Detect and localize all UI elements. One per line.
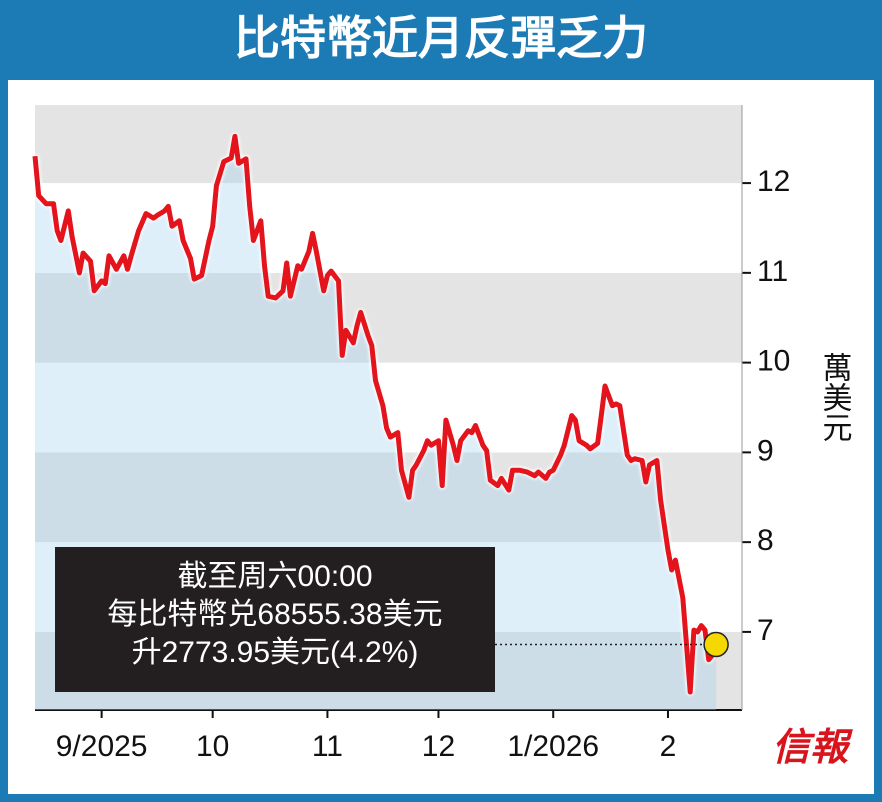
y-axis-label: 萬美元 <box>818 352 852 442</box>
grid-band <box>35 452 742 543</box>
grid-band <box>35 183 742 273</box>
x-tick-label: 11 <box>312 730 343 763</box>
chart-title: 比特幣近月反彈乏力 <box>234 12 648 64</box>
annotation-box <box>55 547 495 692</box>
annotation-text: 每比特幣兑68555.38美元 <box>107 598 442 631</box>
grid-band <box>35 272 742 363</box>
price-line <box>32 133 719 695</box>
last-point-marker <box>703 631 729 658</box>
title-bar <box>0 0 882 80</box>
y-tick-label: 10 <box>757 345 790 378</box>
annotation-text: 截至周六00:00 <box>177 560 372 593</box>
y-tick-label: 12 <box>757 165 790 198</box>
y-tick-label: 7 <box>757 614 774 647</box>
y-tick-label: 11 <box>757 255 788 288</box>
grid-band <box>35 105 742 184</box>
x-tick-label: 2 <box>660 730 677 763</box>
source-logo: 信報 <box>772 727 853 769</box>
x-tick-label: 1/2026 <box>507 730 599 763</box>
x-tick-label: 12 <box>422 730 455 763</box>
annotation-text: 升2773.95美元(4.2%) <box>132 636 419 669</box>
plot-area: 7 8 9 10 11 12 9/2025 10 11 12 1/2026 2 截至周六00:00 每比特… <box>32 105 790 763</box>
y-tick-label: 8 <box>757 524 774 557</box>
x-tick-label: 10 <box>196 730 229 763</box>
x-tick-label: 9/2025 <box>56 730 148 763</box>
y-tick-label: 9 <box>757 434 774 467</box>
